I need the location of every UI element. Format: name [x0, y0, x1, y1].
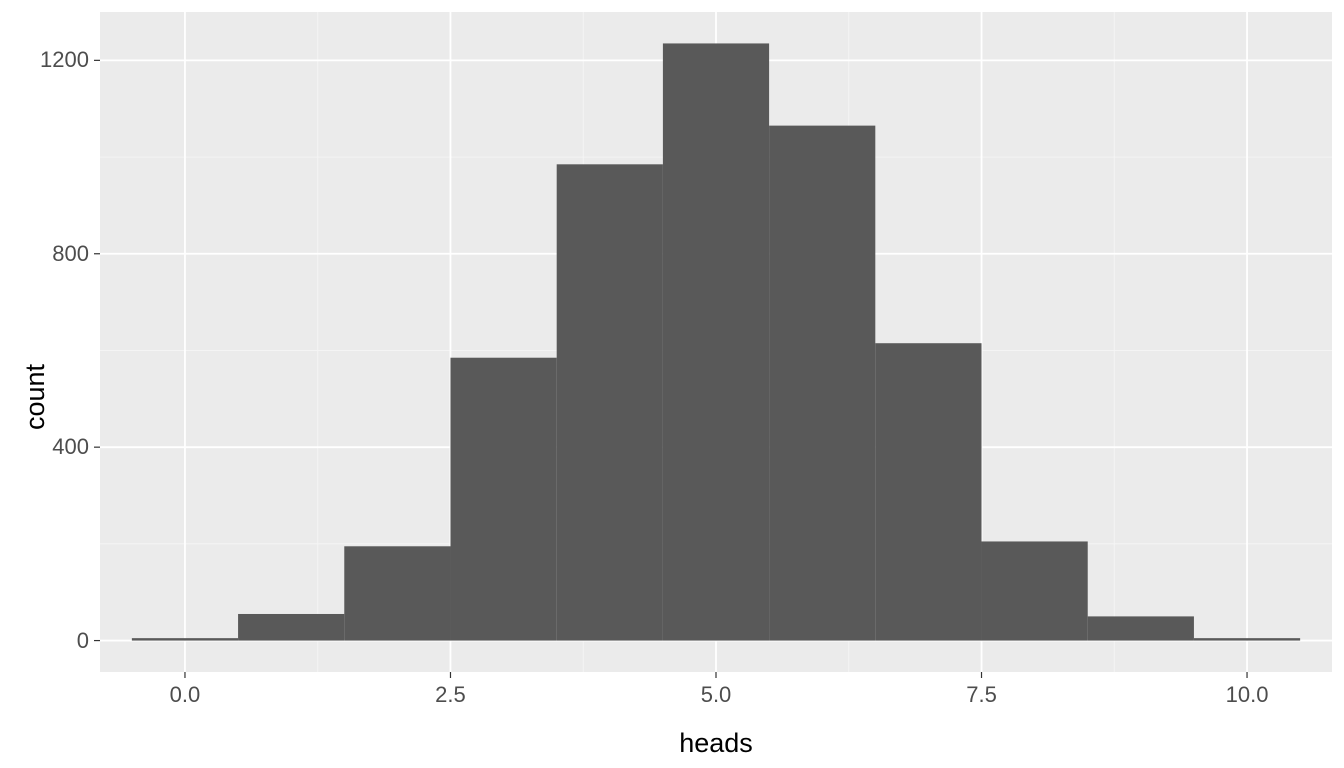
histogram-bar [557, 164, 663, 640]
histogram-bar [450, 358, 556, 641]
y-tick-label: 1200 [40, 47, 89, 73]
x-tick-label: 5.0 [676, 682, 756, 708]
x-tick-label: 7.5 [942, 682, 1022, 708]
x-tick-label: 2.5 [410, 682, 490, 708]
y-tick-label: 0 [77, 628, 89, 654]
histogram-bar [1194, 638, 1300, 640]
panel-svg [100, 12, 1332, 672]
histogram-bar [238, 614, 344, 641]
x-tick-label: 0.0 [145, 682, 225, 708]
histogram-bar [982, 541, 1088, 640]
histogram-bar [132, 638, 238, 640]
x-axis-title: heads [100, 728, 1332, 759]
x-tick-label: 10.0 [1207, 682, 1287, 708]
y-axis-title: count [20, 364, 51, 430]
y-tick-label: 400 [52, 434, 89, 460]
y-tick-label: 800 [52, 241, 89, 267]
histogram-bar [1088, 616, 1194, 640]
histogram-bar [769, 126, 875, 641]
histogram-bar [344, 546, 450, 640]
histogram-bar [663, 43, 769, 640]
histogram-bar [875, 343, 981, 640]
histogram-chart: count 0 400 800 1200 0.0 2.5 5.0 7.5 10.0 heads [0, 0, 1344, 768]
plot-panel [100, 12, 1332, 672]
